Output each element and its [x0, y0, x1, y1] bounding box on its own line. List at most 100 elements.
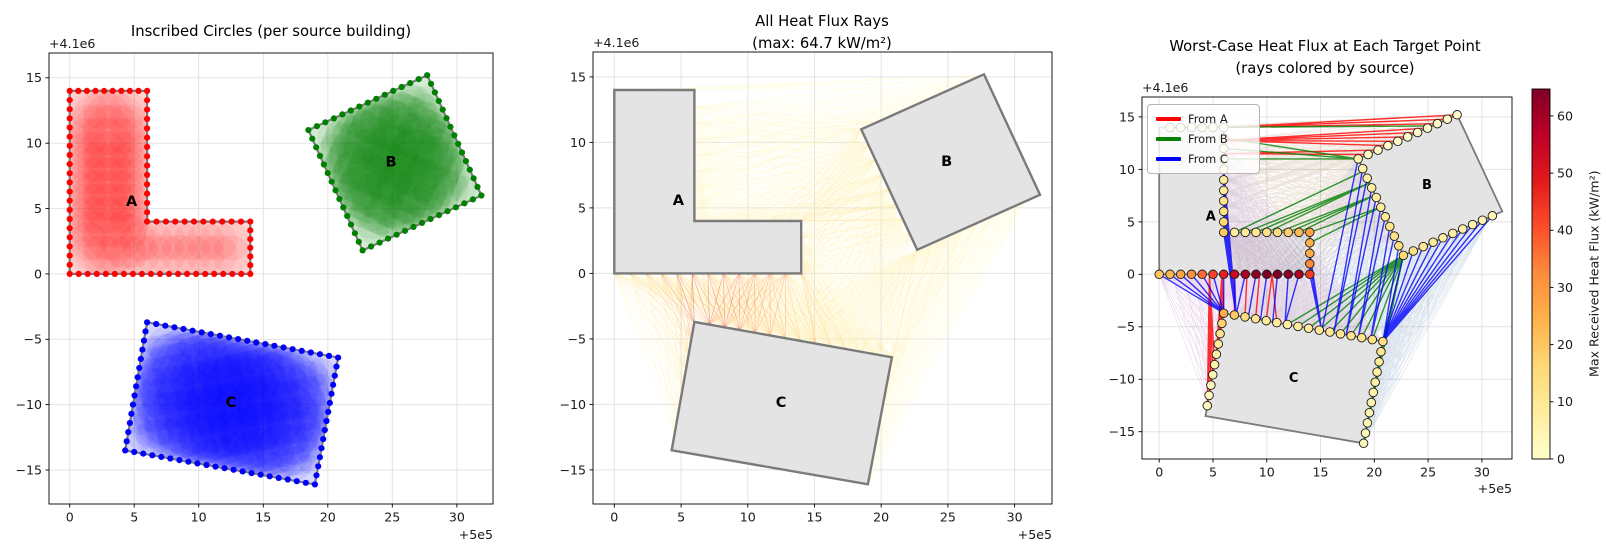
building-C-group: C [670, 320, 894, 486]
building-B-label: B [385, 155, 396, 171]
legend-line-b-icon [1156, 137, 1181, 141]
plot-area: A B C [613, 72, 1042, 486]
target-point [1368, 387, 1379, 398]
y-tick-label: −15 [1108, 424, 1135, 439]
target-point [1209, 359, 1220, 370]
target-point [1202, 400, 1213, 411]
building-A-label: A [1206, 209, 1216, 224]
x-tick-label: 10 [191, 510, 207, 525]
target-point [1186, 269, 1197, 280]
target-point [1477, 215, 1488, 225]
y-tick-label: −5 [1116, 319, 1135, 334]
target-point [1305, 238, 1315, 248]
subplot-worst-case-title: Worst-Case Heat Flux at Each Target Poin… [1169, 38, 1481, 78]
building-C-perimeter-dots [122, 319, 342, 488]
x-tick-label: 20 [873, 510, 889, 525]
target-point [1408, 246, 1419, 256]
target-point [1262, 227, 1272, 238]
building-B-perimeter-dots [305, 72, 485, 254]
building-B-group: B [305, 72, 485, 254]
x-tick-label: 0 [66, 510, 74, 525]
plot-area: A B C [66, 72, 485, 488]
target-point [1362, 173, 1372, 183]
tick-labels: 0 5 10 15 20 25 30 −15 −10 −5 0 5 10 15 [1108, 109, 1489, 479]
legend-label-from-a: From A [1188, 112, 1228, 126]
target-point [1303, 323, 1314, 334]
y-axis-offset-right: +4.1e6 [1142, 80, 1189, 95]
target-point [1358, 438, 1369, 449]
target-point [1165, 269, 1175, 280]
target-point [1229, 227, 1240, 238]
target-point [1362, 418, 1373, 428]
y-tick-label: 10 [570, 135, 586, 150]
target-point [1250, 314, 1261, 324]
y-tick-label: 0 [34, 266, 42, 281]
x-axis-offset-middle: +5e5 [1017, 527, 1052, 542]
target-point [1305, 227, 1315, 238]
target-point [1428, 237, 1438, 247]
building-C-group: C [122, 319, 342, 488]
target-point [1211, 349, 1222, 360]
target-point [1175, 269, 1186, 280]
target-point [1293, 321, 1303, 332]
target-point [1272, 317, 1282, 328]
x-tick-label: 25 [1420, 465, 1436, 480]
tick-marks [589, 76, 1016, 508]
target-point [1218, 227, 1229, 238]
y-tick-label: −5 [23, 332, 42, 347]
target-point [1325, 327, 1335, 337]
target-point [1366, 397, 1377, 408]
target-point [1393, 136, 1403, 147]
y-tick-label: −15 [15, 462, 42, 477]
colorbar-tick-label: 10 [1557, 394, 1573, 409]
target-point [1294, 269, 1304, 280]
target-point [1394, 241, 1404, 251]
x-tick-label: 0 [610, 510, 618, 525]
subplot-0: 0 5 10 15 20 25 30 −15 −10 −5 0 5 10 15 A B C [15, 52, 494, 525]
legend-label-from-b: From B [1188, 132, 1228, 146]
building-B-fill [308, 75, 482, 251]
x-tick-label: 30 [1007, 510, 1023, 525]
target-point [1197, 269, 1207, 280]
target-point [1378, 336, 1388, 347]
building-C-fill [125, 322, 339, 485]
y-tick-label: 10 [26, 136, 42, 151]
target-point [1240, 312, 1250, 322]
target-point [1371, 192, 1382, 203]
target-point [1251, 227, 1261, 238]
target-point [1251, 269, 1261, 280]
y-tick-label: −10 [15, 397, 42, 412]
building-A-label: A [673, 193, 685, 209]
axes-spine [592, 51, 1053, 505]
target-point [1398, 250, 1409, 261]
x-tick-label: 25 [940, 510, 956, 525]
x-tick-label: 5 [130, 510, 138, 525]
target-point [1418, 241, 1428, 252]
target-point [1218, 196, 1229, 206]
building-A-perimeter-dots [66, 87, 254, 277]
subplot-all-rays-title: All Heat Flux Rays (max: 64.7 kW/m²) [752, 13, 892, 53]
target-point [1305, 248, 1315, 259]
target-point [1360, 428, 1371, 438]
target-point [1376, 346, 1386, 357]
target-point [1314, 325, 1325, 335]
legend-label-from-c: From C [1188, 152, 1228, 166]
target-point [1370, 377, 1380, 387]
tick-labels: 0 5 10 15 20 25 30 −15 −10 −5 0 5 10 15 [15, 70, 464, 524]
x-axis-offset-left: +5e5 [458, 527, 493, 542]
building-C-inscribed-circles [127, 326, 336, 481]
x-tick-label: 10 [1259, 465, 1275, 480]
building-B-group: B [859, 72, 1042, 252]
legend-item-from-c: From C [1156, 152, 1253, 166]
building-B-inscribed-circles [317, 83, 477, 244]
target-point [1282, 319, 1293, 330]
target-point [1283, 227, 1294, 238]
target-point [1353, 154, 1363, 164]
target-point [1452, 110, 1462, 120]
subplot-inscribed-circles-title: Inscribed Circles (per source building) [130, 23, 412, 40]
legend-line-c-icon [1156, 157, 1181, 161]
target-point [1240, 269, 1251, 280]
target-point [1385, 221, 1395, 232]
y-axis-offset-middle: +4.1e6 [593, 35, 640, 50]
target-point [1217, 318, 1227, 329]
